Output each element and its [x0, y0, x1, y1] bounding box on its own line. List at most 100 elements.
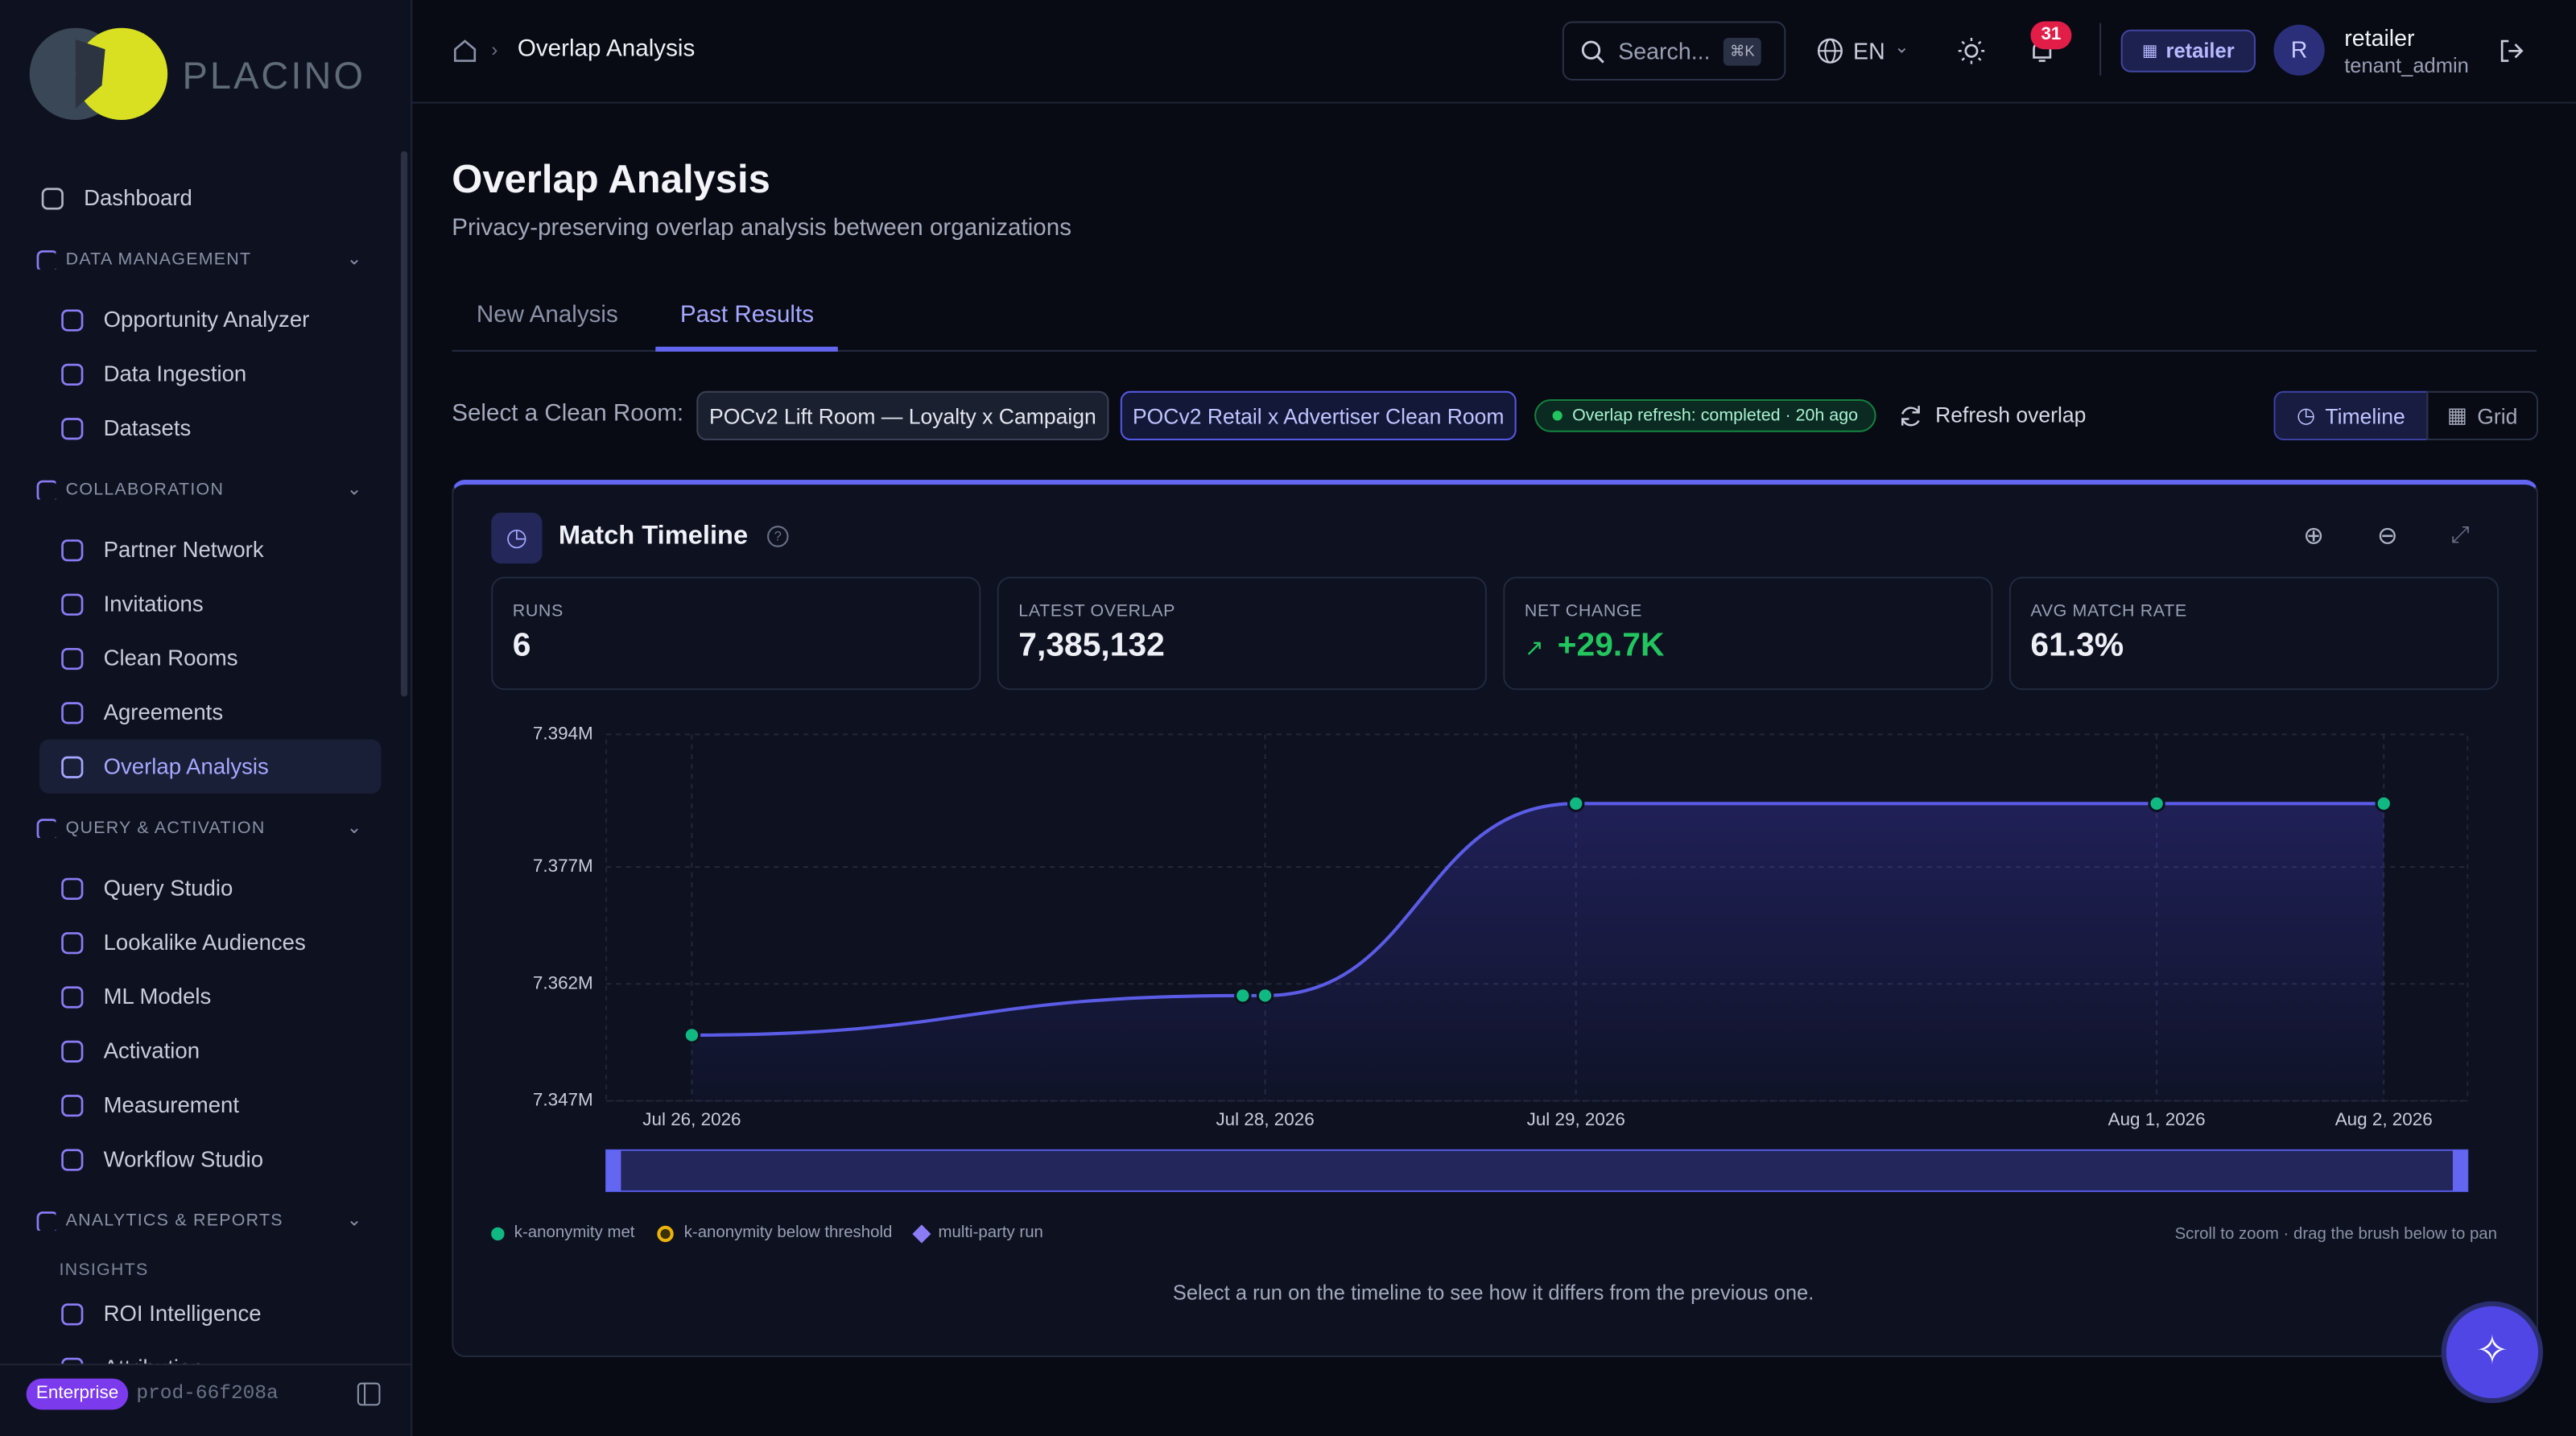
shortcut: ⌘K — [1723, 36, 1761, 65]
nav-item[interactable]: Partner Network — [39, 522, 381, 576]
icon-shape — [36, 250, 56, 270]
run-point[interactable] — [1256, 987, 1274, 1005]
scrollbar — [400, 151, 408, 697]
nav-label: Lookalike Audiences — [103, 930, 306, 955]
view-label: Grid — [2477, 403, 2518, 428]
nav-item[interactable]: Attribution — [39, 1341, 381, 1364]
x-tick-label: Aug 1, 2026 — [2108, 1109, 2206, 1129]
icon-shape — [41, 187, 64, 209]
nav-label: Invitations — [103, 591, 204, 617]
refresh-button[interactable]: Refresh overlap — [1935, 402, 2087, 427]
nav-icon — [61, 1302, 84, 1325]
icon-shape — [61, 538, 84, 561]
refresh-icon — [1901, 406, 1920, 427]
nav-icon — [61, 308, 84, 331]
nav-item[interactable]: Overlap Analysis — [39, 739, 382, 794]
status-text: Overlap refresh: completed · 20h ago — [1572, 406, 1859, 426]
language-caret: ⌄ — [1894, 37, 1909, 58]
tab-active[interactable]: Past Results — [679, 302, 815, 329]
nav-item[interactable]: Data Ingestion — [39, 347, 381, 401]
home-icon[interactable] — [452, 38, 478, 64]
nav-item[interactable]: Lookalike Audiences — [39, 915, 381, 969]
y-tick-label: 7.362M — [533, 972, 593, 992]
search-box[interactable]: Search... ⌘K — [1562, 21, 1786, 81]
tab-indicator — [655, 346, 838, 352]
icon-shape — [61, 931, 84, 954]
theme-icon[interactable] — [1958, 37, 1985, 64]
assistant-button[interactable]: ✧ — [2446, 1306, 2539, 1399]
nav-label: Partner Network — [103, 537, 264, 563]
icon-shape — [61, 308, 84, 331]
nav-label: Datasets — [103, 415, 192, 441]
logout-icon[interactable] — [2499, 38, 2525, 64]
nav-icon — [61, 985, 84, 1008]
nav-icon — [36, 480, 56, 500]
zoom-out[interactable]: ⊖ — [2377, 522, 2398, 551]
expand[interactable]: ⤢ — [2450, 521, 2470, 547]
language[interactable]: EN — [1853, 37, 1885, 64]
stat-value: 61.3% — [2030, 627, 2124, 664]
icon-shape — [61, 417, 84, 439]
breadcrumb-sep: › — [491, 37, 498, 61]
nav-label: Attribution — [104, 1356, 204, 1364]
brush[interactable] — [605, 1149, 2469, 1192]
nav-section[interactable]: COLLABORATION ⌄ — [0, 455, 394, 522]
nav-section[interactable]: DATA MANAGEMENT ⌄ — [0, 225, 394, 293]
nav-item[interactable]: Measurement — [39, 1078, 381, 1132]
nav-item[interactable]: Clean Rooms — [39, 631, 381, 685]
room-button-selected[interactable]: POCv2 Retail x Advertiser Clean Room — [1120, 390, 1517, 441]
run-point[interactable] — [2375, 794, 2392, 813]
nav-item[interactable]: Activation — [39, 1024, 381, 1078]
nav-section[interactable]: ANALYTICS & REPORTS ⌄ — [0, 1186, 394, 1254]
run-point[interactable] — [1567, 794, 1585, 813]
tenant-pill[interactable]: ▦ retailer — [2120, 29, 2256, 72]
nav-icon — [41, 187, 64, 209]
zoom-in[interactable]: ⊕ — [2303, 522, 2324, 551]
nav-item[interactable]: Workflow Studio — [39, 1132, 381, 1186]
help-icon[interactable]: ? — [767, 526, 789, 547]
globe-icon — [1817, 38, 1843, 64]
run-point[interactable] — [683, 1026, 701, 1044]
legend-marker — [491, 1226, 505, 1240]
icon-shape — [61, 701, 84, 724]
nav-item[interactable]: Datasets — [39, 401, 381, 455]
room-button[interactable]: POCv2 Lift Room — Loyalty x Campaign — [696, 390, 1109, 441]
nav-item[interactable]: Invitations — [39, 576, 381, 630]
collapse-button[interactable] — [357, 1382, 382, 1407]
x-tick-label: Jul 28, 2026 — [1216, 1109, 1314, 1129]
x-tick-label: Jul 29, 2026 — [1527, 1109, 1625, 1129]
nav-item[interactable]: ML Models — [39, 969, 381, 1023]
nav-item[interactable]: Opportunity Analyzer — [39, 292, 381, 346]
run-point[interactable] — [1234, 987, 1252, 1005]
divider — [2099, 23, 2102, 76]
icon-shape — [61, 1039, 84, 1062]
notification-badge: 31 — [2030, 21, 2072, 50]
breadcrumb: Overlap Analysis — [517, 35, 696, 63]
nav-item[interactable]: ROI Intelligence — [39, 1286, 381, 1340]
nav-label: Data Ingestion — [103, 361, 247, 386]
status-chip: Overlap refresh: completed · 20h ago — [1534, 399, 1876, 432]
stat-label: AVG MATCH RATE — [2030, 601, 2187, 621]
brush-handle[interactable] — [606, 1149, 621, 1191]
view-toggle[interactable]: ▦ Grid — [2426, 390, 2539, 441]
legend-label: multi-party run — [938, 1223, 1043, 1243]
legend: k-anonymity met k-anonymity below thresho… — [491, 1223, 1066, 1243]
nav-label: Measurement — [103, 1092, 240, 1118]
nav-section[interactable]: QUERY & ACTIVATION ⌄ — [0, 794, 394, 861]
run-point[interactable] — [2148, 794, 2165, 813]
nav-item[interactable]: Agreements — [39, 685, 381, 739]
nav-item[interactable]: Query Studio — [39, 861, 381, 915]
icon-shape — [61, 877, 84, 899]
icon-shape — [61, 985, 84, 1008]
chart-hint: Scroll to zoom · drag the brush below to… — [2174, 1225, 2498, 1244]
avatar[interactable]: R — [2273, 24, 2325, 76]
nav-label: Agreements — [103, 699, 224, 725]
brush-handle[interactable] — [2452, 1149, 2468, 1191]
y-tick-label: 7.377M — [533, 856, 593, 876]
page-subtitle: Privacy-preserving overlap analysis betw… — [452, 215, 1072, 242]
nav-item[interactable]: Dashboard — [39, 171, 322, 225]
legend-marker — [658, 1224, 675, 1242]
tab[interactable]: New Analysis — [476, 302, 618, 329]
view-toggle-active[interactable]: ◷ Timeline — [2273, 390, 2429, 441]
